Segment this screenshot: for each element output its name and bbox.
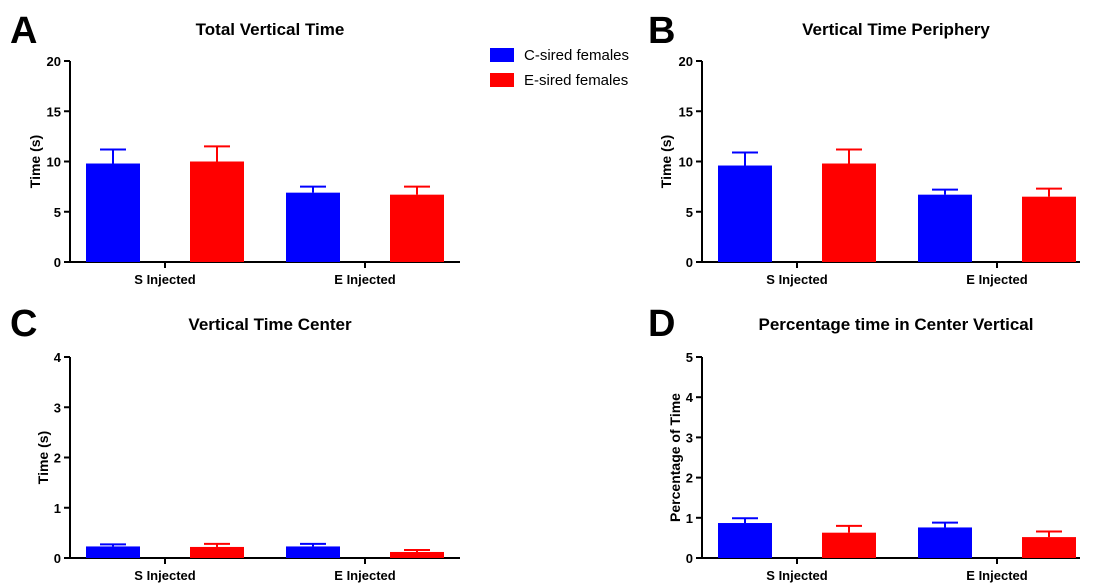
bar-c-sired-s-injected [718,165,772,262]
panel-letter-b: B [648,10,676,52]
y-tick-label: 5 [686,205,693,220]
legend-label-c-sired: C-sired females [524,47,629,64]
x-tick-label: S Injected [134,568,195,583]
legend-swatch-e-sired [490,73,514,87]
chart-title: Percentage time in Center Vertical [759,315,1034,334]
legend: C-sired females E-sired females [490,47,629,89]
y-tick-label: 4 [54,350,62,365]
y-tick-label: 5 [54,205,61,220]
y-axis-label: Percentage of Time [667,393,683,522]
y-tick-label: 2 [686,471,693,486]
bar-c-sired-e-injected [918,194,972,262]
y-tick-label: 3 [686,430,693,445]
y-tick-label: 4 [686,390,694,405]
chart-percentage-center-vertical: Percentage time in Center Vertical Percen… [667,315,1080,583]
chart-title: Vertical Time Center [188,315,352,334]
x-tick-label: E Injected [966,272,1027,287]
y-tick-label: 1 [686,511,693,526]
y-tick-label: 2 [54,451,61,466]
y-tick-label: 1 [54,501,61,516]
bar-c-sired-e-injected [918,527,972,558]
x-tick-label: E Injected [334,568,395,583]
bar-e-sired-e-injected [1022,196,1076,262]
y-tick-label: 0 [686,255,693,270]
chart-title: Total Vertical Time [196,20,345,39]
y-tick-label: 10 [679,155,693,170]
y-tick-label: 3 [54,400,61,415]
x-tick-label: S Injected [766,568,827,583]
chart-total-vertical-time: Total Vertical Time Time (s) 0 5 10 15 20 S Inj… [27,20,460,287]
bar-c-sired-s-injected [86,163,140,262]
bar-c-sired-s-injected [86,546,140,558]
y-tick-label: 20 [47,54,61,69]
bar-c-sired-e-injected [286,192,340,262]
y-tick-label: 20 [679,54,693,69]
bar-c-sired-s-injected [718,523,772,558]
y-tick-label: 10 [47,155,61,170]
chart-vertical-time-center: Vertical Time Center Time (s) 0 1 2 3 4 S Injec… [35,315,460,583]
bar-e-sired-s-injected [822,163,876,262]
y-tick-label: 0 [54,255,61,270]
y-tick-label: 15 [679,104,693,119]
x-tick-label: S Injected [766,272,827,287]
bar-e-sired-e-injected [390,194,444,262]
x-tick-label: E Injected [334,272,395,287]
panel-letter-a: A [10,10,38,52]
panel-letter-c: C [10,303,38,345]
y-tick-label: 0 [54,551,61,566]
legend-label-e-sired: E-sired females [524,72,628,89]
bar-e-sired-e-injected [390,551,444,558]
y-axis-label: Time (s) [35,431,51,484]
y-tick-label: 0 [686,551,693,566]
y-tick-label: 15 [47,104,61,119]
x-tick-label: S Injected [134,272,195,287]
legend-swatch-c-sired [490,48,514,62]
bar-e-sired-s-injected [190,546,244,558]
chart-vertical-time-periphery: Vertical Time Periphery Time (s) 0 5 10 15 20 S… [658,20,1080,287]
bar-e-sired-s-injected [822,532,876,558]
panel-letter-d: D [648,303,676,345]
bar-e-sired-s-injected [190,161,244,262]
x-tick-label: E Injected [966,568,1027,583]
bar-c-sired-e-injected [286,546,340,558]
chart-title: Vertical Time Periphery [802,20,990,39]
y-axis-label: Time (s) [27,135,43,188]
y-axis-label: Time (s) [658,135,674,188]
bar-e-sired-e-injected [1022,537,1076,558]
y-tick-label: 5 [686,350,693,365]
